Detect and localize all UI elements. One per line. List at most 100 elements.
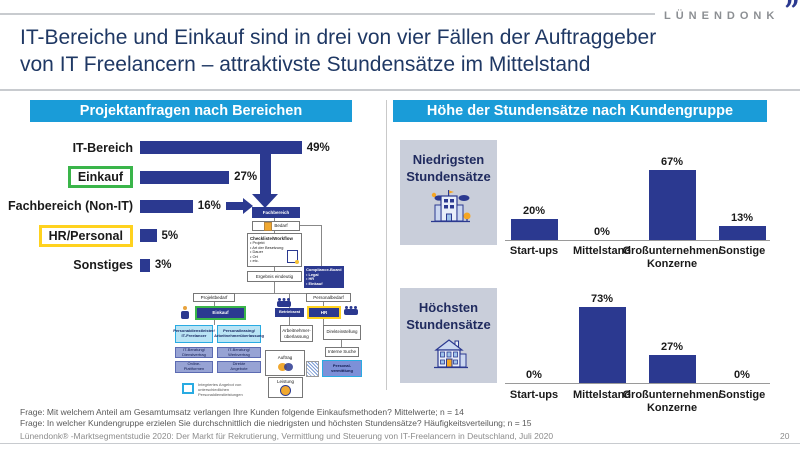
footnote-question-1: Frage: Mit welchem Anteil am Gesamtumsat… (20, 407, 464, 417)
bar-value: 27% (660, 340, 684, 353)
connector-line (323, 318, 324, 325)
category-label: Großunternehmen/ Konzerne (622, 245, 722, 270)
right-arrow-shaft (225, 202, 243, 211)
bar-column: 73% (555, 288, 649, 383)
people-group-icon (277, 298, 291, 307)
bar-value: 73% (590, 293, 614, 306)
connector-line (274, 218, 275, 221)
left-bar (140, 229, 157, 243)
connector-line (274, 231, 275, 233)
left-bar-row: Fachbereich (Non-IT) 16% (2, 192, 362, 221)
flowchart-box-compliance-board: Compliance-Board • Legal • HR • Einkauf (304, 266, 344, 288)
category-label: Start-ups (509, 245, 559, 257)
down-arrow-icon (252, 153, 278, 208)
bar-column: 20% (487, 145, 581, 240)
right-arrow-head (242, 198, 253, 215)
connector-line (321, 225, 322, 266)
category-label: Großunternehmen/ Konzerne (622, 389, 722, 414)
flowchart-box-leasing: Personalleasing/ Arbeitnehmerüberlassung (214, 325, 264, 343)
left-bar-value: 49% (306, 141, 330, 154)
connector-line (274, 267, 275, 271)
bedarf-label: Bedarf (274, 223, 288, 229)
flowchart-box-betriebsrat: Betriebsrat (275, 308, 304, 317)
flowchart-box-werkvertrag: IT-Beratung/ Werkvertrag (217, 347, 261, 358)
bar-column: 27% (625, 288, 719, 383)
bar (648, 354, 696, 383)
left-bar (140, 258, 150, 272)
bar-value: 67% (660, 156, 684, 169)
left-bar-value: 16% (197, 200, 221, 213)
bar-value: 20% (522, 205, 546, 218)
flowchart-box-fachbereich: Fachbereich (252, 207, 300, 218)
flowchart-box-leistung: Leistung (268, 377, 303, 398)
bar (578, 307, 626, 383)
lunendonk-logo: LÜNENDONK ” (664, 0, 800, 27)
connector-line (214, 293, 329, 294)
qr-code-icon (306, 361, 319, 377)
people-group-icon (344, 306, 358, 315)
group-title-lowest: Niedrigsten Stundensätze (406, 152, 491, 184)
lowest-rates-chart: 20% 0% 67% 13% (505, 145, 770, 240)
category-label: Start-ups (509, 389, 559, 401)
left-bar-label: IT-Bereich (72, 140, 133, 155)
highlight-box-green: Einkauf (67, 166, 133, 189)
group-box-lowest-rates: Niedrigsten Stundensätze (400, 140, 497, 245)
highlight-box-yellow: HR/Personal (38, 224, 133, 247)
footnote-question-2: Frage: In welcher Kundengruppe erzielen … (20, 418, 532, 428)
flowchart-box-interne-suche: Interne Suche (325, 347, 359, 357)
x-axis (505, 383, 770, 384)
flowchart-box-direkte-angebote: Direkte Angebote (217, 361, 261, 373)
down-arrow-head (252, 194, 278, 208)
bar-value: 0% (526, 369, 542, 381)
quote-mark-icon: ” (784, 0, 800, 27)
compliance-title: Compliance-Board (306, 267, 342, 272)
connector-line (289, 293, 290, 308)
handshake-icon (277, 362, 293, 371)
clipboard-icon (287, 250, 299, 264)
bar (510, 219, 558, 240)
left-bar-label: Sonstiges (73, 258, 133, 273)
flowchart-box-personalbedarf: Personalbedarf (306, 293, 351, 302)
category-label: Mittelstand (572, 389, 632, 401)
flowchart-box-plattformen: Online- Plattformen (175, 361, 213, 373)
flowchart-box-bedarf: Bedarf (252, 221, 300, 231)
bar-column: 13% (695, 145, 789, 240)
flowchart-box-auftrag: Auftrag (265, 350, 305, 376)
page-number: 20 (780, 431, 790, 441)
right-arrow-icon (225, 198, 253, 215)
group-title-highest: Höchsten Stundensätze (406, 300, 491, 332)
panel-divider (386, 100, 387, 390)
house-building-icon (433, 339, 468, 369)
highest-rates-chart: 0% 73% 27% 0% (505, 288, 770, 383)
lowest-rates-categories: Start-ups Mittelstand Großunternehmen/ Kon… (505, 245, 770, 275)
left-bar-value: 27% (234, 171, 258, 184)
left-bar-label: Einkauf (2, 166, 140, 189)
bar-column: 0% (555, 145, 649, 240)
x-axis (505, 240, 770, 241)
group-box-highest-rates: Höchsten Stundensätze (400, 288, 497, 383)
checkliste-items: • Projekt • Art der Besetzung • Dauer • … (250, 240, 284, 263)
left-bar-row: Sonstiges 3% (2, 251, 362, 280)
flowchart-box-dienstleister: Personaldienstleister/ IT-Freelancer (173, 325, 215, 343)
flowchart-box-einkauf: Einkauf (195, 306, 246, 320)
connector-line (214, 319, 215, 325)
legend-swatch (182, 383, 194, 394)
flowchart-box-ergebnis: Ergebnis eindeutig (247, 271, 302, 282)
legend-text: Integriertes Angebot von unterschiedlich… (198, 382, 243, 397)
left-bar-label: HR/Personal (2, 224, 140, 247)
connector-line (298, 225, 321, 226)
title-rule (0, 89, 800, 91)
left-bar (140, 141, 302, 155)
flowchart-box-direkteinstellung: Direkteinstellung (323, 325, 361, 340)
connector-line (274, 282, 275, 293)
category-label: Mittelstand (572, 245, 632, 257)
left-bar (140, 170, 230, 184)
sourcing-process-flowchart: Fachbereich Bedarf Checkliste/Workflow •… (173, 204, 390, 400)
category-label: Sonstige (718, 245, 766, 257)
flowchart-box-personalvermittlung: Personal- vermittlung (322, 360, 362, 377)
bar-value: 13% (730, 212, 754, 225)
left-bar-value: 3% (154, 259, 172, 272)
coin-icon (280, 385, 291, 396)
bar (648, 170, 696, 240)
